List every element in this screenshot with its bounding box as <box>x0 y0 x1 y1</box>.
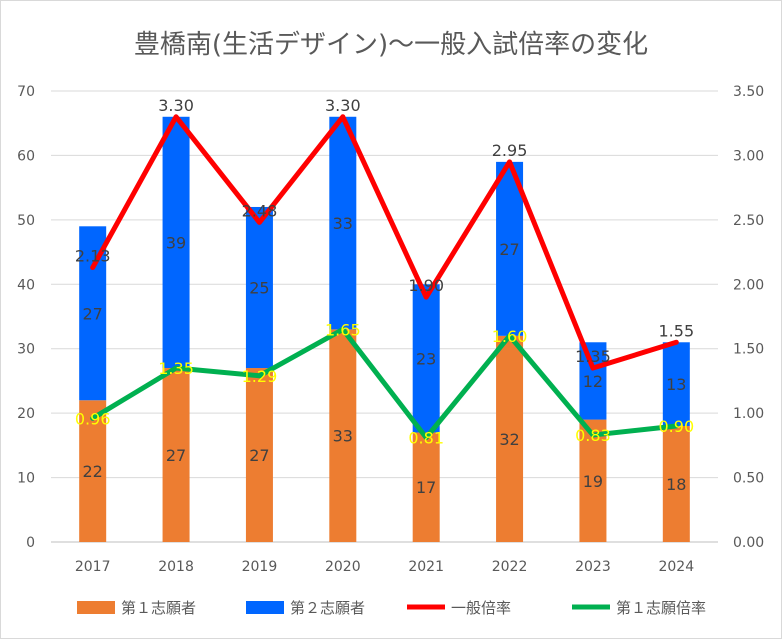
bar-data-label: 27 <box>166 446 186 465</box>
bar-data-label: 19 <box>583 472 603 491</box>
bar-data-label: 33 <box>333 214 353 233</box>
bar-data-label: 18 <box>666 475 686 494</box>
bar-data-label: 25 <box>249 279 269 298</box>
x-axis-tick-label: 2022 <box>492 559 528 575</box>
bar-data-label: 32 <box>499 430 519 449</box>
right-axis-tick-label: 1.00 <box>733 406 764 422</box>
right-axis-tick-label: 3.50 <box>733 84 764 100</box>
bar-data-label: 27 <box>499 240 519 259</box>
bar-data-label: 33 <box>333 427 353 446</box>
line-data-label: 1.35 <box>158 359 194 378</box>
legend-swatch <box>246 601 284 614</box>
x-axis-tick-label: 2023 <box>575 559 611 575</box>
bar-data-label: 17 <box>416 478 436 497</box>
legend-label: 一般倍率 <box>451 599 511 617</box>
bar-data-label: 22 <box>83 462 103 481</box>
left-axis-tick-label: 60 <box>17 148 35 164</box>
left-axis-tick-label: 10 <box>17 471 35 487</box>
left-axis-tick-label: 50 <box>17 213 35 229</box>
legend-swatch <box>77 601 115 614</box>
line-data-label: 0.96 <box>75 409 111 428</box>
left-axis-tick-label: 0 <box>26 535 35 551</box>
line-data-label: 0.83 <box>575 426 611 445</box>
left-axis-tick-label: 20 <box>17 406 35 422</box>
line-data-label: 1.60 <box>492 327 528 346</box>
legend-label: 第１志願倍率 <box>616 599 706 617</box>
bar-data-label: 39 <box>166 233 186 252</box>
left-axis-tick-label: 40 <box>17 277 35 293</box>
x-axis-tick-label: 2020 <box>325 559 361 575</box>
line-data-label: 1.55 <box>659 321 695 340</box>
x-axis-tick-label: 2017 <box>75 559 111 575</box>
line-data-label: 2.13 <box>75 247 111 266</box>
bar-data-label: 27 <box>249 446 269 465</box>
line-data-label: 3.30 <box>158 96 194 115</box>
legend-label: 第１志願者 <box>121 599 196 617</box>
line-data-label: 2.48 <box>242 201 278 220</box>
legend-label: 第２志願者 <box>290 599 365 617</box>
left-axis-tick-label: 30 <box>17 342 35 358</box>
chart-title: 豊橋南(生活デザイン)～一般入試倍率の変化 <box>134 30 648 60</box>
right-axis-tick-label: 1.50 <box>733 342 764 358</box>
line-data-label: 1.65 <box>325 320 361 339</box>
x-axis-tick-label: 2024 <box>658 559 694 575</box>
line-data-label: 3.30 <box>325 96 361 115</box>
line-data-label: 0.81 <box>408 429 444 448</box>
right-axis-tick-label: 0.50 <box>733 471 764 487</box>
right-axis-tick-label: 2.50 <box>733 213 764 229</box>
line-data-label: 1.35 <box>575 347 611 366</box>
bar-data-label: 13 <box>666 375 686 394</box>
right-axis-tick-label: 3.00 <box>733 148 764 164</box>
line-data-label: 1.29 <box>242 367 278 386</box>
x-axis-tick-label: 2018 <box>158 559 194 575</box>
x-axis-tick-label: 2019 <box>242 559 278 575</box>
line-data-label: 0.90 <box>659 417 695 436</box>
right-axis-tick-label: 2.00 <box>733 277 764 293</box>
right-axis-tick-label: 0.00 <box>733 535 764 551</box>
left-axis-tick-label: 70 <box>17 84 35 100</box>
bar-data-label: 23 <box>416 349 436 368</box>
line-data-label: 2.95 <box>492 141 528 160</box>
x-axis-tick-label: 2021 <box>408 559 444 575</box>
bar-data-label: 27 <box>83 304 103 323</box>
bar-data-label: 12 <box>583 372 603 391</box>
line-data-label: 1.90 <box>408 276 444 295</box>
